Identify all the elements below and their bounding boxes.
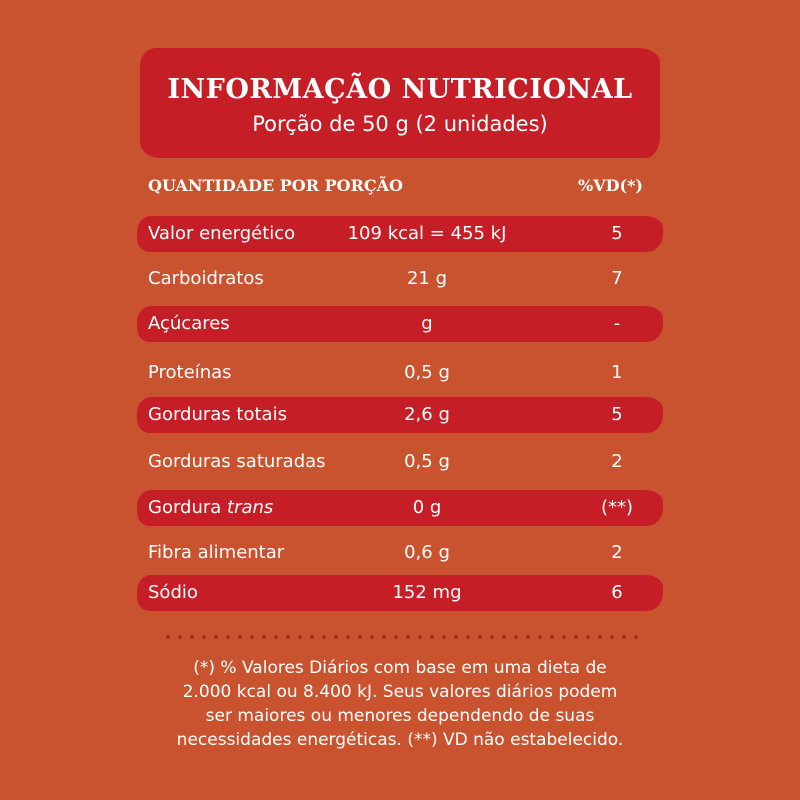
table-row: Gorduras saturadas 0,5 g 2 (137, 444, 663, 480)
nutrient-amount: 0,6 g (404, 542, 450, 563)
nutrient-name: Gorduras saturadas (148, 451, 326, 472)
table-row: Açúcares g - (137, 306, 663, 342)
table-row: Gorduras totais 2,6 g 5 (137, 397, 663, 433)
nutrient-daily-value: 6 (611, 582, 623, 603)
nutrient-amount: g (421, 313, 433, 334)
nutrient-name: Gordura trans (148, 490, 273, 526)
nutrient-daily-value: 5 (611, 404, 623, 425)
nutrient-amount: 21 g (406, 268, 448, 289)
nutrient-name: Proteínas (148, 362, 232, 383)
nutrient-amount: 0,5 g (404, 451, 450, 472)
footnote-line: ser maiores ou menores dependendo de sua… (205, 706, 595, 726)
nutrient-daily-value: 7 (611, 268, 623, 289)
nutrient-name: Gorduras totais (148, 404, 287, 425)
nutrient-daily-value: (**) (600, 497, 634, 518)
nutrient-daily-value: - (613, 313, 621, 334)
nutrient-name: Fibra alimentar (148, 542, 285, 563)
table-row: Fibra alimentar 0,6 g 2 (137, 535, 663, 571)
table-row: Sódio 152 mg 6 (137, 575, 663, 611)
nutrient-amount: 152 mg (392, 582, 462, 603)
nutrient-amount: 2,6 g (404, 404, 450, 425)
footnote-line: 2.000 kcal ou 8.400 kJ. Seus valores diá… (182, 682, 618, 702)
nutrient-name: Carboidratos (148, 268, 264, 289)
serving-size-subtitle: Porção de 50 g (2 unidades) (252, 112, 548, 136)
nutrient-amount: 0,5 g (404, 362, 450, 383)
nutrient-amount: 109 kcal = 455 kJ (347, 223, 507, 244)
page-title: INFORMAÇÃO NUTRICIONAL (167, 74, 633, 105)
column-header-daily-value: %VD(*) (578, 176, 643, 195)
nutrition-header-banner: INFORMAÇÃO NUTRICIONAL Porção de 50 g (2… (140, 48, 660, 158)
nutrient-name-italic-suffix: trans (227, 497, 274, 518)
nutrient-daily-value: 5 (611, 223, 623, 244)
table-row: Carboidratos 21 g 7 (137, 261, 663, 297)
footnote: (*) % Valores Diários com base em uma di… (130, 656, 670, 752)
nutrient-name-text: Gordura (148, 497, 228, 518)
footnote-line: necessidades energéticas. (**) VD não es… (176, 730, 624, 750)
nutrient-amount: 0 g (412, 497, 442, 518)
nutrient-daily-value: 2 (611, 451, 623, 472)
nutrient-name: Açúcares (148, 313, 230, 334)
table-row: Proteínas 0,5 g 1 (137, 355, 663, 391)
footnote-line: (*) % Valores Diários com base em uma di… (193, 658, 607, 678)
nutrient-daily-value: 2 (611, 542, 623, 563)
nutrient-name: Sódio (148, 582, 198, 603)
nutrient-name: Valor energético (148, 223, 296, 244)
column-header-quantity: QUANTIDADE POR PORÇÃO (148, 176, 403, 195)
dotted-divider (162, 634, 640, 640)
table-row: Valor energético 109 kcal = 455 kJ 5 (137, 216, 663, 252)
nutrient-daily-value: 1 (611, 362, 623, 383)
table-row: Gordura trans 0 g (**) (137, 490, 663, 526)
